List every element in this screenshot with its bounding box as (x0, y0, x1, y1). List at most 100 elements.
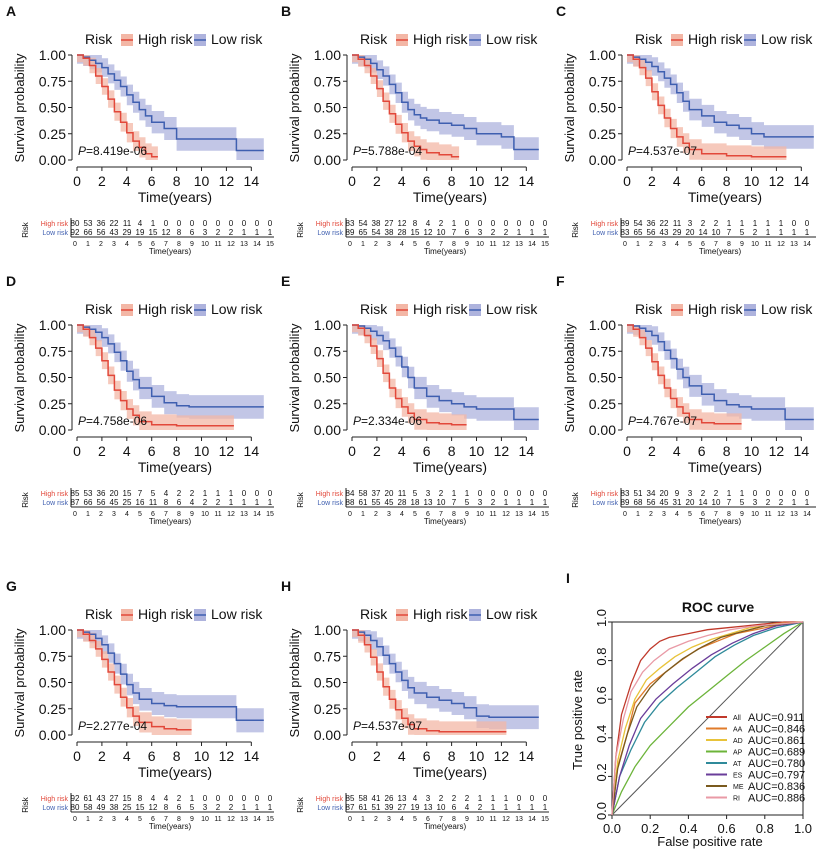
roc-x-tick-label: 1.0 (794, 821, 812, 836)
high-risk-curve (627, 54, 787, 158)
risk-count-low: 15 (149, 228, 158, 237)
risk-x-tick-label: 7 (439, 816, 443, 823)
x-axis-title: Time(years) (138, 459, 212, 475)
y-axis-title: Survival probability (287, 53, 302, 163)
risk-count-low: 31 (673, 498, 682, 507)
risk-x-tick-label: 5 (413, 816, 417, 823)
high-risk-ci-band (77, 55, 158, 160)
x-tick-label: 8 (448, 748, 456, 764)
risk-count-low: 3 (478, 498, 483, 507)
risk-count-high: 1 (465, 489, 470, 498)
p-value-number: =4.537e-07 (361, 719, 422, 733)
x-tick-label: 12 (494, 443, 510, 459)
risk-x-tick-label: 9 (740, 241, 744, 248)
risk-x-tick-label: 1 (361, 511, 365, 518)
risk-x-tick-label: 6 (701, 511, 705, 518)
p-value-number: =5.788e-04 (361, 144, 422, 158)
y-tick-label: 0.75 (589, 73, 616, 89)
risk-count-low: 61 (359, 498, 368, 507)
roc-title: ROC curve (682, 599, 755, 615)
risk-count-low: 19 (411, 803, 420, 812)
risk-count-low: 2 (216, 228, 221, 237)
risk-count-low: 5 (740, 498, 745, 507)
risk-count-high: 22 (110, 219, 119, 228)
y-tick-label: 0.25 (589, 396, 616, 412)
risk-count-low: 43 (660, 228, 669, 237)
y-tick-label: 0.75 (589, 343, 616, 359)
risk-count-low: 58 (84, 803, 93, 812)
risk-count-low: 1 (543, 228, 548, 237)
y-tick-label: 1.00 (314, 622, 341, 638)
p-value: P=4.767e-07 (628, 414, 697, 428)
risk-count-high: 5 (413, 489, 418, 498)
p-value-symbol: P (628, 144, 636, 158)
risk-row-high-label: High risk (41, 491, 69, 498)
legend-high-label: High risk (138, 31, 193, 47)
risk-x-tick-label: 2 (374, 511, 378, 518)
high-risk-ci-band (627, 325, 742, 430)
risk-count-low: 8 (164, 498, 169, 507)
risk-count-high: 1 (727, 489, 732, 498)
risk-count-low: 28 (398, 228, 407, 237)
risk-row-high-label: High risk (41, 221, 69, 228)
y-tick-label: 1.00 (314, 317, 341, 333)
risk-count-low: 1 (517, 498, 522, 507)
risk-count-high: 37 (372, 489, 381, 498)
legend-title: Risk (635, 301, 663, 317)
risk-count-low: 6 (177, 803, 182, 812)
risk-x-tick-label: 7 (439, 241, 443, 248)
risk-count-high: 3 (688, 489, 693, 498)
x-tick-label: 10 (194, 748, 210, 764)
low-risk-curve (77, 629, 264, 722)
risk-x-tick-label: 8 (452, 816, 456, 823)
risk-x-tick-label: 10 (201, 816, 209, 823)
risk-count-low: 80 (71, 803, 80, 812)
legend-high-label: High risk (138, 606, 193, 622)
low-risk-ci-band (627, 325, 814, 430)
p-value-symbol: P (353, 414, 361, 428)
risk-count-low: 5 (190, 803, 195, 812)
risk-x-axis-title: Time(years) (424, 822, 467, 831)
risk-count-high: 4 (164, 794, 169, 803)
risk-count-high: 27 (385, 219, 394, 228)
legend-title: Risk (85, 606, 113, 622)
risk-count-high: 0 (255, 489, 260, 498)
risk-x-tick-label: 12 (227, 816, 235, 823)
risk-count-low: 5 (740, 228, 745, 237)
y-tick-label: 0.00 (39, 727, 66, 743)
x-tick-label: 10 (194, 173, 210, 189)
p-value: P=4.537e-07 (353, 719, 422, 733)
roc-y-tick-label: 0.6 (594, 686, 609, 704)
risk-count-low: 15 (136, 803, 145, 812)
risk-count-low: 7 (452, 498, 457, 507)
risk-x-tick-label: 12 (502, 241, 510, 248)
risk-count-low: 27 (398, 803, 407, 812)
x-tick-label: 10 (469, 443, 485, 459)
risk-count-high: 0 (216, 794, 221, 803)
risk-count-high: 1 (151, 219, 156, 228)
roc-legend-auc: AUC=0.836 (748, 781, 805, 793)
km-panel-c: C Risk High risk Low risk 0.00 0.25 0.50 0.75 1.… (556, 3, 816, 256)
p-value-number: =8.419e-06 (86, 144, 147, 158)
risk-count-low: 56 (647, 228, 656, 237)
risk-count-high: 0 (242, 489, 247, 498)
x-axis-title: Time(years) (688, 459, 762, 475)
risk-x-tick-label: 2 (99, 816, 103, 823)
x-tick-label: 4 (123, 748, 131, 764)
risk-count-high: 0 (255, 219, 260, 228)
x-tick-label: 10 (744, 173, 760, 189)
risk-count-high: 2 (714, 219, 719, 228)
risk-x-tick-label: 11 (214, 816, 221, 823)
p-value: P=4.758e-06 (78, 414, 147, 428)
legend-high-label: High risk (688, 31, 743, 47)
risk-count-low: 1 (543, 498, 548, 507)
risk-count-high: 0 (805, 489, 810, 498)
risk-x-tick-label: 4 (400, 241, 404, 248)
y-tick-label: 0.25 (314, 126, 341, 142)
risk-count-high: 12 (398, 219, 407, 228)
risk-count-low: 1 (229, 498, 234, 507)
risk-count-high: 4 (151, 794, 156, 803)
roc-legend-name: AT (733, 761, 742, 768)
risk-table-title: Risk (296, 491, 305, 508)
risk-count-high: 0 (242, 219, 247, 228)
